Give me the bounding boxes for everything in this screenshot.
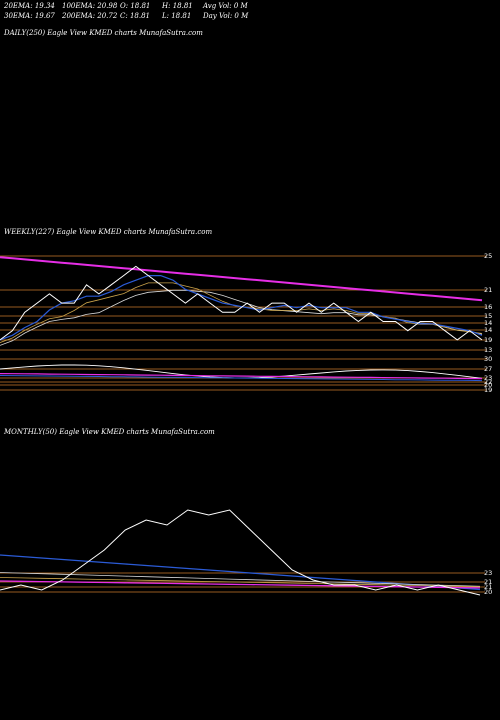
weekly-tick-label: 25: [484, 252, 492, 260]
daily-panel-title: DAILY(250) Eagle View KMED charts Munafa…: [4, 29, 203, 37]
weekly-tick-label: 15: [484, 312, 492, 320]
weekly-tick-label: 13: [484, 346, 492, 354]
ema200-label: 200EMA: 20.72: [62, 12, 118, 20]
weekly-tick-label: 22: [484, 378, 492, 386]
avg-vol-label: Avg Vol: 0 M: [203, 2, 248, 10]
day-vol-label: Day Vol: 0 M: [203, 12, 249, 20]
weekly-tick-label: 19: [484, 386, 492, 394]
monthly-panel-title: MONTHLY(50) Eagle View KMED charts Munaf…: [4, 428, 215, 436]
weekly-ema-fast-line: [0, 275, 483, 341]
monthly-tick-label: 21: [484, 578, 492, 586]
weekly-panel-title: WEEKLY(227) Eagle View KMED charts Munaf…: [4, 228, 213, 236]
weekly-tick-label: 14: [484, 326, 492, 334]
weekly-tick-label: 19: [484, 336, 492, 344]
ema20-label: 20EMA: 19.34: [4, 2, 55, 10]
weekly-tick-label: 27: [484, 365, 492, 373]
weekly-tick-label: 23: [484, 374, 492, 382]
monthly-tick-label: 23: [484, 569, 492, 577]
ema30-label: 30EMA: 19.67: [4, 12, 55, 20]
monthly-ema-slow-line: [0, 572, 481, 587]
monthly-ema-long-line: [0, 580, 481, 589]
ema100-label: 100EMA: 20.98: [62, 2, 118, 10]
weekly-indicator-avg-line: [0, 375, 483, 382]
weekly-tick-label: 30: [484, 355, 492, 363]
weekly-tick-label: 20: [484, 381, 492, 389]
low-label: L: 18.81: [162, 12, 192, 20]
weekly-price-line: [0, 265, 483, 341]
monthly-tick-label: 20: [484, 588, 492, 596]
high-label: H: 18.81: [162, 2, 193, 10]
weekly-tick-label: 21: [484, 286, 492, 294]
monthly-price-line: [0, 509, 481, 596]
open-label: O: 18.81: [120, 2, 151, 10]
weekly-tick-label: 14: [484, 319, 492, 327]
monthly-ema-mid-line: [0, 577, 481, 588]
close-label: C: 18.81: [120, 12, 150, 20]
weekly-indicator-long-line: [0, 373, 483, 380]
weekly-ema-long-line: [0, 256, 483, 302]
weekly-ema-slow-line: [0, 289, 483, 346]
weekly-ema-mid-line: [0, 282, 483, 343]
monthly-tick-label: 21: [484, 583, 492, 591]
weekly-tick-label: 16: [484, 303, 492, 311]
